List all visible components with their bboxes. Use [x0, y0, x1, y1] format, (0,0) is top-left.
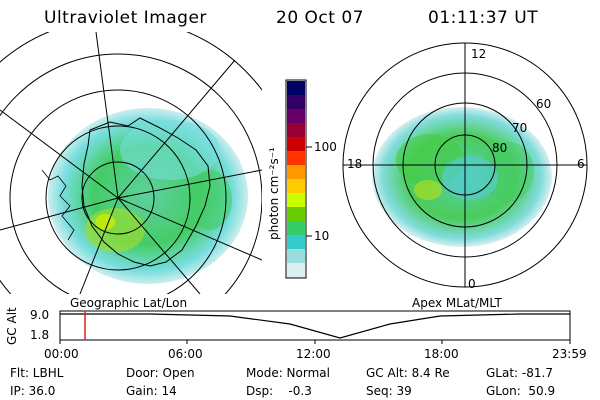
gc-alt-status: GC Alt: 8.4 Re	[366, 366, 450, 380]
mode-status: Mode: Normal	[246, 366, 330, 380]
flt-status: Flt: LBHL	[10, 366, 64, 380]
colorbar-swatch	[287, 235, 305, 250]
mlt-label-12: 12	[471, 47, 487, 61]
timeline-ylabel: GC Alt	[5, 307, 19, 345]
colorbar-unit-label: photon cm⁻²s⁻¹	[267, 147, 281, 240]
gain-status: Gain: 14	[126, 384, 177, 398]
colorbar	[285, 79, 312, 279]
timeline-xtick-2: 12:00	[296, 347, 331, 361]
timeline-xtick-0: 00:00	[44, 347, 79, 361]
mlat-label-70: 70	[512, 121, 528, 135]
colorbar-swatch	[287, 109, 305, 124]
colorbar-swatch	[287, 137, 305, 152]
timeline-ytick-low: 1.8	[30, 328, 50, 342]
colorbar-swatch	[287, 151, 305, 166]
colorbar-swatch	[287, 193, 305, 208]
colorbar-swatch	[287, 81, 305, 96]
timeline-xtick-4: 23:59	[552, 347, 587, 361]
colorbar-swatch	[287, 221, 305, 236]
mlt-label-0: 0	[468, 277, 476, 291]
dsp-status: Dsp: -0.3	[246, 384, 312, 398]
coastline	[81, 117, 211, 267]
latitude-grid	[0, 32, 262, 294]
colorbar-swatch	[287, 263, 305, 278]
mlt-label-18: 18	[347, 157, 363, 171]
colorbar-tick-10: 10	[314, 229, 330, 243]
timeline-ytick-high: 9.0	[30, 308, 50, 322]
altitude-curve	[60, 313, 570, 339]
geographic-image	[0, 32, 262, 294]
timeline-xtick-1: 06:00	[168, 347, 203, 361]
longitude-grid	[0, 32, 262, 294]
time-label: 01:11:37 UT	[428, 8, 539, 28]
app-title: Ultraviolet Imager	[44, 8, 207, 28]
seq-status: Seq: 39	[366, 384, 412, 398]
door-status: Door: Open	[126, 366, 195, 380]
mlt-label-6: 6	[577, 157, 585, 171]
timeline-xtick-3: 18:00	[424, 347, 459, 361]
right-panel-caption: Apex MLat/MLT	[412, 296, 502, 310]
ip-status: IP: 36.0	[10, 384, 56, 398]
mlat-label-60: 60	[536, 97, 552, 111]
mlat-label-80: 80	[492, 141, 508, 155]
left-panel-caption: Geographic Lat/Lon	[70, 296, 188, 310]
colorbar-tick-100: 100	[314, 140, 337, 154]
apex-plot	[342, 42, 588, 288]
timeline-plot	[59, 310, 571, 344]
glon-status: GLon: 50.9	[486, 384, 556, 398]
date-label: 20 Oct 07	[276, 8, 364, 28]
mlt-grid	[343, 43, 587, 287]
colorbar-swatch	[287, 249, 305, 264]
colorbar-swatch	[287, 207, 305, 222]
glat-status: GLat: -81.7	[486, 366, 553, 380]
colorbar-swatch	[287, 123, 305, 138]
colorbar-swatch	[287, 95, 305, 110]
colorbar-swatch	[287, 179, 305, 194]
colorbar-swatch	[287, 165, 305, 180]
